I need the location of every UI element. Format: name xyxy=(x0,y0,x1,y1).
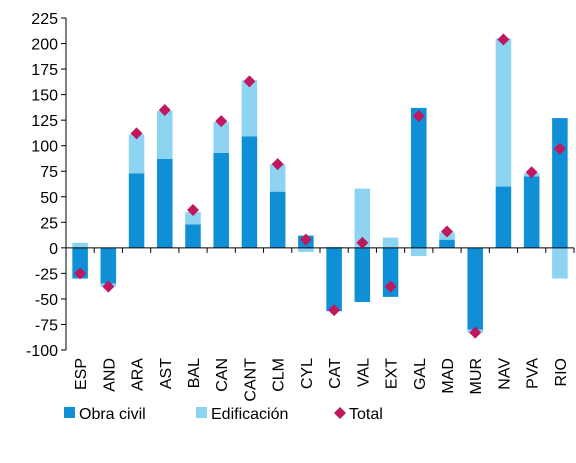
total-marker xyxy=(271,158,284,171)
total-marker xyxy=(158,103,171,116)
legend-label: Obra civil xyxy=(79,406,146,423)
y-tick-label: 200 xyxy=(31,37,58,54)
bar-segment xyxy=(382,237,399,248)
x-tick-label: CYL xyxy=(299,358,316,389)
x-tick-label: CAN xyxy=(214,358,231,392)
bar-segment xyxy=(269,164,286,192)
bar-segment xyxy=(354,247,371,302)
x-tick-label: CANT xyxy=(242,358,259,402)
y-tick-label: 0 xyxy=(49,241,58,258)
x-tick-label: ARA xyxy=(130,358,147,391)
total-marker xyxy=(130,127,143,140)
x-tick-label: MUR xyxy=(468,358,485,394)
bar-segment xyxy=(185,224,201,248)
total-marker xyxy=(243,75,256,88)
x-tick-label: RIO xyxy=(553,358,570,386)
bar-segment xyxy=(213,122,229,153)
bar-segment xyxy=(128,134,145,174)
total-marker xyxy=(441,225,453,238)
y-tick-label: 150 xyxy=(31,88,58,105)
total-marker xyxy=(299,233,312,246)
x-tick-label: CAT xyxy=(327,358,344,389)
x-tick-label: VAL xyxy=(355,358,372,387)
y-tick-label: -75 xyxy=(35,317,58,334)
y-tick-label: 125 xyxy=(31,113,58,130)
total-marker xyxy=(384,280,397,293)
total-marker xyxy=(74,267,87,280)
bar-segment xyxy=(326,246,342,248)
total-marker xyxy=(553,142,566,155)
y-tick-label: 100 xyxy=(31,139,58,156)
bar-segment xyxy=(523,176,540,248)
x-tick-label: NAV xyxy=(496,358,513,390)
bar-segment xyxy=(185,212,201,225)
bar-segment xyxy=(411,247,427,257)
x-tick-label: AND xyxy=(101,358,118,392)
bar-segment xyxy=(157,158,173,248)
total-marker xyxy=(412,110,425,123)
total-marker xyxy=(497,33,510,46)
total-marker xyxy=(525,166,538,179)
bar-segment xyxy=(241,136,258,248)
x-tick-label: PVA xyxy=(525,358,542,389)
total-marker xyxy=(215,115,228,128)
y-tick-label: -100 xyxy=(26,343,58,360)
bar-segment xyxy=(495,38,512,187)
x-tick-label: MAD xyxy=(440,358,457,394)
y-tick-label: 175 xyxy=(31,62,58,79)
bar-segment xyxy=(326,247,342,312)
total-marker xyxy=(356,236,369,249)
x-tick-label: EXT xyxy=(384,358,401,389)
bar-segment xyxy=(298,247,314,252)
total-marker xyxy=(102,280,115,293)
x-tick-label: AST xyxy=(158,358,175,389)
legend-swatch xyxy=(196,407,207,418)
bar-segment xyxy=(552,247,568,279)
y-tick-label: 225 xyxy=(31,11,58,28)
total-marker xyxy=(187,204,199,217)
x-tick-label: GAL xyxy=(412,358,429,390)
legend-label: Total xyxy=(349,406,383,423)
bar-segment xyxy=(552,118,568,248)
bar-segment xyxy=(269,191,286,248)
bar-segment xyxy=(241,80,258,137)
legend-marker xyxy=(334,407,346,419)
bar-segment xyxy=(100,247,117,284)
bar-segment xyxy=(467,247,483,330)
total-marker xyxy=(469,326,482,339)
y-tick-label: 50 xyxy=(40,190,58,207)
bar-segment xyxy=(439,239,455,248)
bar-segment xyxy=(354,188,371,248)
bar-segment xyxy=(72,242,88,248)
bar-segment xyxy=(213,152,229,248)
bar-segment xyxy=(411,107,427,248)
bar-segment xyxy=(128,173,145,248)
legend-label: Edificación xyxy=(211,406,288,423)
y-tick-label: 25 xyxy=(40,215,58,232)
bar-segment xyxy=(495,186,512,248)
y-tick-label: -50 xyxy=(35,292,58,309)
x-tick-label: BAL xyxy=(186,358,203,388)
bar-segment xyxy=(157,110,173,159)
y-tick-label: 75 xyxy=(40,164,58,181)
legend-swatch xyxy=(64,407,75,418)
bar-segment xyxy=(72,247,88,279)
total-marker xyxy=(328,304,341,317)
y-tick-label: -25 xyxy=(35,266,58,283)
x-tick-label: CLM xyxy=(271,358,288,392)
x-tick-label: ESP xyxy=(73,358,90,390)
